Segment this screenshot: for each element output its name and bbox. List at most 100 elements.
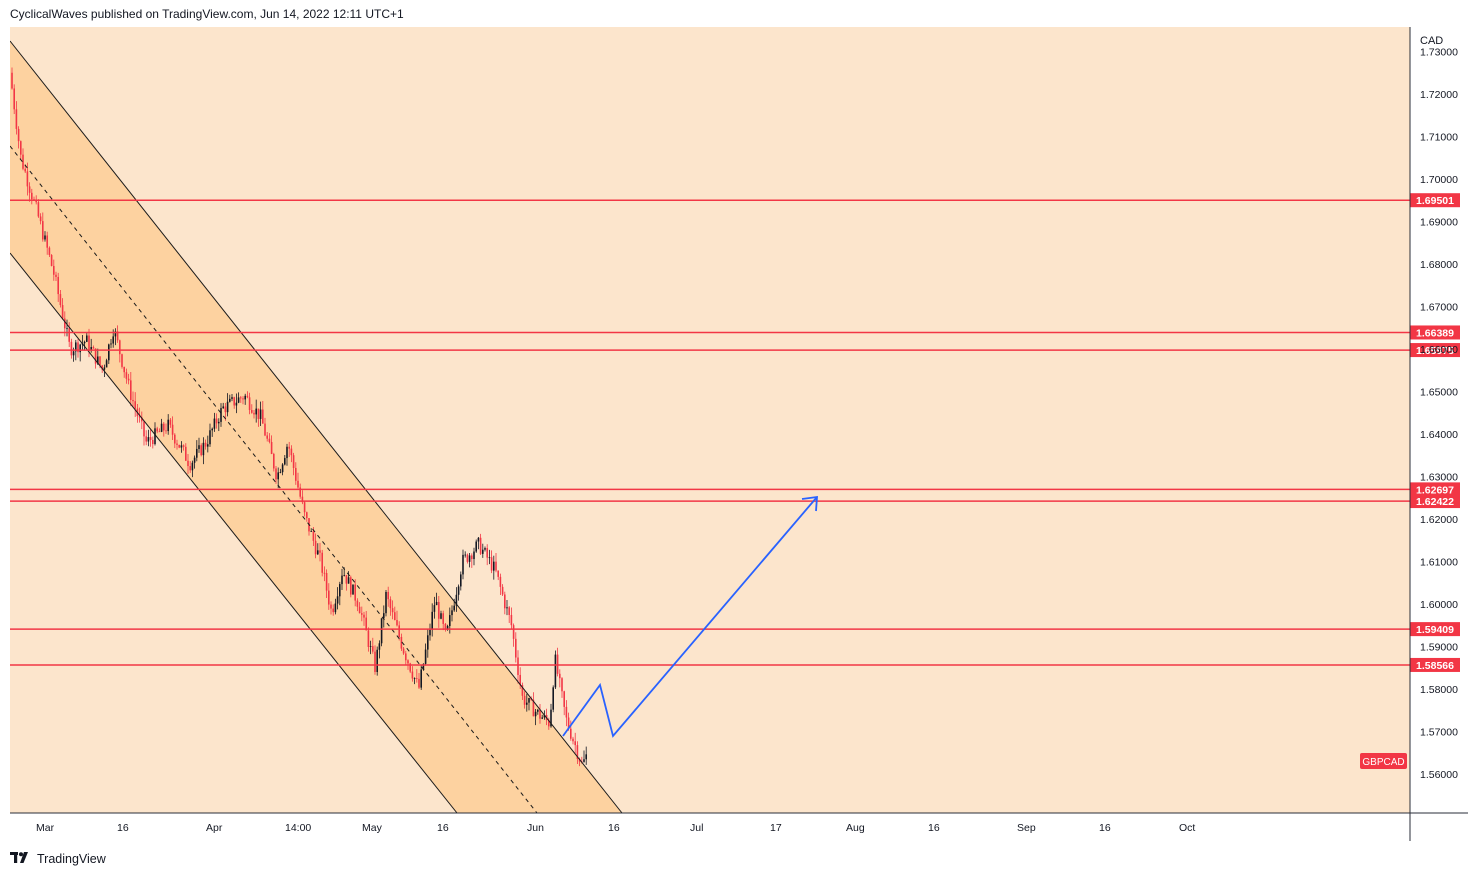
candle-body [215,418,218,424]
candle-body [207,444,209,447]
candle-body [132,399,134,402]
candle-body [185,446,187,461]
candle-body [233,397,235,406]
candle-body [330,604,332,609]
candle-body [275,468,277,480]
candle-body [189,466,191,471]
candle-body [519,674,521,686]
candle-body [59,294,62,306]
candle-body [486,548,488,558]
time-tick-label: 16 [928,822,940,834]
candle-body [490,557,493,571]
price-tick-label: 1.58000 [1420,684,1458,696]
candle-body [31,192,33,200]
candle-body [44,235,46,240]
candle-body [462,554,464,575]
price-tick-label: 1.65000 [1420,387,1458,399]
candle-body [350,577,352,595]
candle-body [396,620,398,626]
candle-body [429,629,431,636]
candle-body [46,235,48,248]
candle-body [273,453,275,469]
candle-body [266,435,268,439]
candle-body [475,541,477,552]
candle-body [453,605,455,611]
candle-body [143,421,145,437]
candle-body [235,402,238,406]
time-scale[interactable]: Mar 16 Apr 14:00 May 16 Jun 16 Jul 17 Aug 16 Sep 16 Oc… [36,822,1195,834]
candle-body [119,340,121,355]
candle-body [526,702,528,705]
candle-body [354,584,356,601]
candle-body [237,397,240,403]
price-tick-label: 1.61000 [1420,557,1458,569]
candle-body [314,540,317,555]
candle-body [444,623,447,630]
candle-body [352,584,354,595]
candle-body [501,586,504,595]
price-tick-label: 1.70000 [1420,174,1458,186]
candle-body [64,318,66,329]
candle-body [473,551,475,560]
candlestick-chart[interactable]: 1.69501 1.66389 1.65975 1.62697 1.62422 1.594… [9,27,1468,841]
candle-body [541,717,543,719]
time-tick-label: Aug [846,822,865,834]
candle-body [336,596,339,604]
level-price-tag [1410,657,1460,672]
time-tick-label: May [362,822,383,834]
price-scale[interactable]: CAD 1.73000 1.72000 1.71000 1.70000 1.69000 1… [1420,35,1458,781]
candle-body [178,444,180,448]
candle-body [471,555,473,560]
candle-body [442,613,444,624]
symbol-badge-bg [1360,753,1407,769]
candle-body [145,436,147,442]
candle-body [559,673,561,679]
candle-body [325,573,328,591]
candle-body [394,612,396,621]
candle-body [86,335,88,342]
candle-body [400,636,403,649]
candle-body [391,608,394,613]
level-price-tag [1410,325,1460,340]
candle-body [482,549,484,554]
candle-body [72,351,75,356]
level-price-tag [1410,482,1460,497]
published-byline: CyclicalWaves published on TradingView.c… [10,7,404,21]
candle-body [277,472,279,480]
candle-body [75,342,77,352]
candle-body [270,441,273,454]
candle-body [13,88,15,110]
candle-body [427,635,429,650]
level-price-label: 1.69501 [1416,195,1454,207]
candle-body [504,594,506,609]
candle-body [68,328,70,342]
candle-body [468,555,471,562]
candle-body [297,480,299,488]
candle-body [323,572,326,574]
candle-body [200,445,202,456]
candle-body [24,168,26,172]
candle-body [255,408,257,415]
candle-body [226,401,229,413]
candle-body [299,487,301,497]
projection-arrowhead [801,495,818,512]
candle-body [292,455,295,468]
candle-body [539,709,541,719]
time-tick-label: 16 [1099,822,1111,834]
candle-body [15,109,18,129]
candle-body [306,512,308,519]
candle-body [356,600,359,607]
candle-body [438,601,440,619]
candle-body [565,706,568,718]
candle-body [174,434,176,444]
candle-body [398,625,400,637]
tradingview-logo-icon [10,851,32,867]
channel-median-line [9,145,538,814]
candle-body [301,496,304,503]
candle-body [222,406,224,409]
candle-body [440,613,442,619]
tradingview-footer[interactable]: TradingView [10,851,106,867]
candle-body [339,584,341,597]
